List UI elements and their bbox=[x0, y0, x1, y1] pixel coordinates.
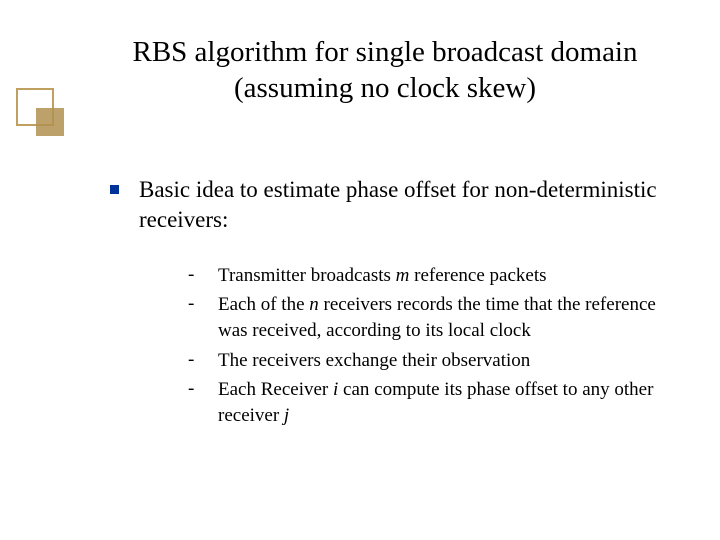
bullet-level2: - Transmitter broadcasts m reference pac… bbox=[188, 263, 672, 289]
bullet-level2-text: Each of the n receivers records the time… bbox=[218, 292, 672, 343]
dash-bullet-icon: - bbox=[188, 348, 202, 373]
slide: RBS algorithm for single broadcast domai… bbox=[0, 0, 720, 540]
text-part: The receivers exchange their observation bbox=[218, 350, 530, 371]
text-italic: m bbox=[396, 265, 410, 286]
slide-title: RBS algorithm for single broadcast domai… bbox=[90, 34, 680, 107]
dash-bullet-icon: - bbox=[188, 292, 202, 317]
text-italic: n bbox=[309, 294, 319, 315]
slide-body: Basic idea to estimate phase offset for … bbox=[110, 175, 672, 433]
sublist: - Transmitter broadcasts m reference pac… bbox=[188, 263, 672, 429]
text-part: Transmitter broadcasts bbox=[218, 265, 396, 286]
bullet-level1-text: Basic idea to estimate phase offset for … bbox=[139, 175, 672, 235]
text-part: reference packets bbox=[409, 265, 546, 286]
bullet-level2: - The receivers exchange their observati… bbox=[188, 348, 672, 374]
square-bullet-icon bbox=[110, 185, 119, 194]
text-part: Each Receiver bbox=[218, 379, 333, 400]
bullet-level2: - Each of the n receivers records the ti… bbox=[188, 292, 672, 343]
bullet-level2-text: The receivers exchange their observation bbox=[218, 348, 530, 374]
dash-bullet-icon: - bbox=[188, 263, 202, 288]
bullet-level2: - Each Receiver i can compute its phase … bbox=[188, 377, 672, 428]
corner-decoration bbox=[0, 88, 80, 148]
decoration-filled-square bbox=[36, 108, 64, 136]
bullet-level1: Basic idea to estimate phase offset for … bbox=[110, 175, 672, 235]
text-italic: j bbox=[284, 405, 289, 426]
bullet-level2-text: Each Receiver i can compute its phase of… bbox=[218, 377, 672, 428]
dash-bullet-icon: - bbox=[188, 377, 202, 402]
bullet-level2-text: Transmitter broadcasts m reference packe… bbox=[218, 263, 547, 289]
text-part: Each of the bbox=[218, 294, 309, 315]
